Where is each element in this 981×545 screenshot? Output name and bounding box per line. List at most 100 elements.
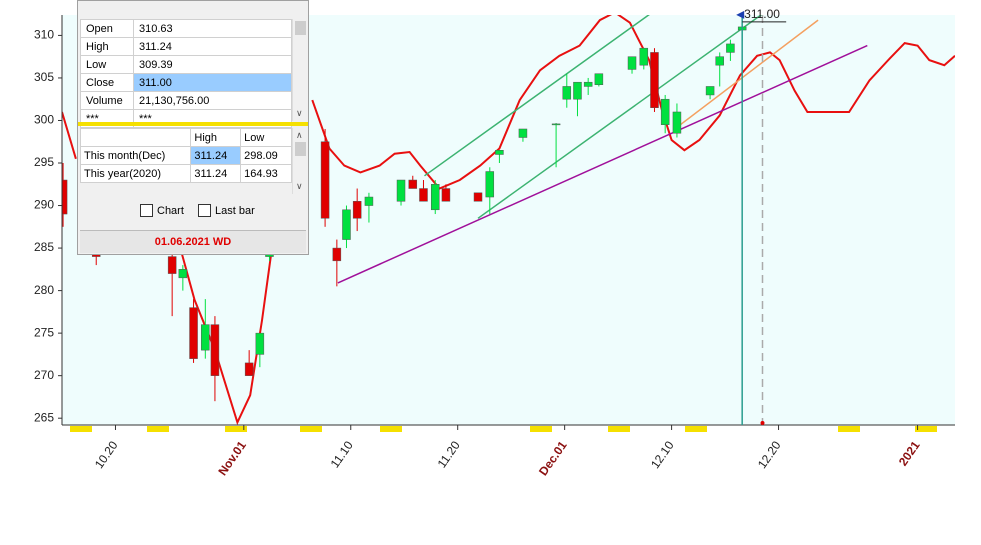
candle-body	[573, 81, 582, 100]
candle-body	[342, 209, 351, 240]
y-tick-label: 270	[34, 368, 54, 382]
candle-body	[715, 56, 724, 66]
axis-marker	[915, 426, 937, 432]
candle-body	[551, 123, 561, 126]
candle-body	[627, 56, 637, 70]
candle-body	[320, 141, 330, 219]
y-tick-label: 290	[34, 198, 54, 212]
quote-value: 311.00	[133, 73, 292, 92]
quote-label: Low	[80, 55, 134, 74]
axis-marker	[608, 426, 630, 432]
axis-marker	[530, 426, 552, 432]
axis-marker	[147, 426, 169, 432]
candle-body	[352, 201, 362, 219]
line	[477, 15, 763, 219]
x-tick-label: Dec.01	[536, 438, 570, 478]
y-tick-label: 295	[34, 155, 54, 169]
candle-body	[650, 52, 659, 108]
candle-body	[485, 171, 495, 198]
range-corner	[79, 128, 192, 147]
range-row: This month(Dec) 311.24 298.09	[79, 146, 292, 165]
candle-body	[594, 73, 604, 86]
y-tick-label: 310	[34, 28, 54, 42]
range-header-cell: High	[190, 128, 242, 147]
candle-body	[562, 86, 572, 100]
quote-value: 310.63	[133, 19, 292, 38]
axis-marker	[70, 426, 92, 432]
candle-body	[255, 332, 265, 355]
candle-body	[167, 256, 177, 274]
quote-label: Volume	[80, 91, 134, 110]
axis-marker	[685, 426, 707, 432]
candle-body	[441, 188, 451, 202]
candle-body	[244, 362, 254, 376]
x-tick-label: Nov.01	[215, 438, 249, 478]
range-cell: 311.24	[190, 164, 242, 183]
dot	[760, 421, 765, 425]
candle-body	[396, 179, 406, 202]
candle-body	[408, 179, 418, 189]
candle-body	[518, 128, 528, 138]
quote-row: Open 310.63	[80, 19, 292, 38]
range-cell: This year(2020)	[79, 164, 192, 183]
range-cell: This month(Dec)	[79, 146, 192, 165]
x-tick-label: 11.20	[435, 438, 463, 470]
candle-body	[430, 184, 440, 211]
quote-label: Open	[80, 19, 134, 38]
line	[675, 19, 819, 129]
y-tick-label: 305	[34, 70, 54, 84]
x-tick-label: 11.10	[328, 438, 356, 470]
candle-body	[726, 43, 735, 53]
price-arrow	[736, 10, 745, 19]
divider	[78, 122, 308, 126]
range-table: High Low This month(Dec) 311.24 298.09 This y…	[79, 128, 292, 183]
axis-marker	[380, 426, 402, 432]
price-label: 311.00	[744, 7, 780, 21]
candle-body	[210, 324, 220, 376]
quote-value: 311.24	[133, 37, 292, 56]
x-tick-label: 2021	[896, 438, 923, 468]
candle-body	[419, 188, 428, 202]
y-tick-label: 280	[34, 283, 54, 297]
quote-row: High 311.24	[80, 37, 292, 56]
scrollbar[interactable]: ∧ ∨	[292, 128, 308, 194]
candle-body	[62, 179, 68, 215]
checkbox-label: Chart	[157, 204, 184, 217]
candle-body	[672, 111, 682, 134]
quote-table: Open 310.63 High 311.24 Low 309.39 Close 311.00…	[80, 19, 292, 128]
quote-row: Low 309.39	[80, 55, 292, 74]
quote-label: High	[80, 37, 134, 56]
candle-body	[583, 81, 593, 87]
candle-body	[473, 192, 483, 202]
candle-body	[495, 149, 504, 155]
candle-body	[705, 86, 715, 96]
candle-body	[639, 47, 649, 66]
quote-value: 21,130,756.00	[133, 91, 292, 110]
candle-body	[201, 324, 210, 351]
scrollbar[interactable]: ∨	[292, 19, 308, 121]
y-tick-label: 285	[34, 240, 54, 254]
range-header-cell: Low	[240, 128, 292, 147]
checkbox[interactable]: Last bar	[198, 204, 255, 217]
line	[424, 15, 650, 177]
x-tick-label: 12.20	[755, 438, 784, 471]
candle-body	[178, 269, 188, 279]
range-cell: 298.09	[240, 146, 292, 165]
candle-body	[364, 196, 374, 206]
candle-body	[189, 307, 198, 359]
y-tick-label: 265	[34, 410, 54, 424]
quote-label: Close	[80, 73, 134, 92]
candle-body	[660, 98, 670, 125]
y-tick-label: 300	[34, 113, 54, 127]
range-cell: 164.93	[240, 164, 292, 183]
checkbox-label: Last bar	[215, 204, 255, 217]
line	[337, 44, 868, 284]
checkbox[interactable]: Chart	[140, 204, 184, 217]
axis-marker	[300, 426, 322, 432]
range-row: This year(2020) 311.24 164.93	[79, 164, 292, 183]
axis-marker	[838, 426, 860, 432]
info-panel: Open 310.63 High 311.24 Low 309.39 Close 311.00…	[77, 0, 309, 255]
candle-body	[332, 247, 342, 262]
axis-marker	[225, 426, 247, 432]
